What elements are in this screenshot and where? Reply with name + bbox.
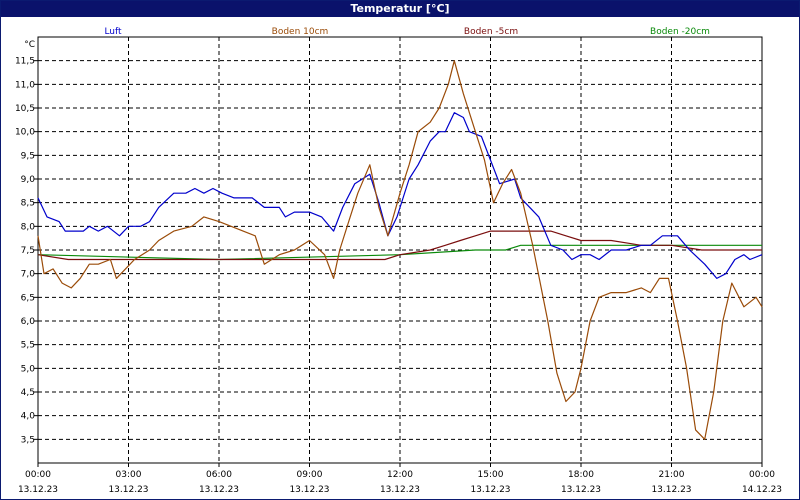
- x-tick-time-label: 12:00: [387, 470, 413, 480]
- y-tick-label: 8,5: [21, 199, 35, 209]
- y-tick-label: 11,0: [15, 80, 35, 90]
- x-tick-date-label: 13.12.23: [380, 485, 420, 495]
- x-tick-date-label: 13.12.23: [199, 485, 239, 495]
- series-line: [37, 230, 762, 261]
- x-tick-date-label: 13.12.23: [470, 485, 510, 495]
- x-tick-time-label: 18:00: [568, 470, 594, 480]
- y-tick-label: 10,5: [15, 104, 35, 114]
- y-tick-label: 5,0: [21, 364, 36, 374]
- x-tick-time-label: 21:00: [659, 470, 685, 480]
- y-tick-label: 7,5: [21, 246, 35, 256]
- y-tick-label: 5,5: [21, 341, 35, 351]
- x-tick-time-label: 09:00: [297, 470, 323, 480]
- y-tick-label: 7,0: [21, 270, 36, 280]
- x-tick-date-label: 13.12.23: [651, 485, 691, 495]
- y-tick-label: 10,0: [15, 128, 35, 138]
- y-tick-label: 6,0: [21, 317, 36, 327]
- legend-entry: Luft: [104, 27, 122, 37]
- y-tick-label: 4,5: [21, 388, 35, 398]
- x-tick-time-label: 03:00: [116, 470, 142, 480]
- y-tick-label: 6,5: [21, 293, 35, 303]
- y-tick-label: 9,0: [21, 175, 36, 185]
- y-tick-label: 9,5: [21, 151, 35, 161]
- x-tick-time-label: 00:00: [25, 470, 51, 480]
- x-tick-date-label: 14.12.23: [742, 485, 782, 495]
- series-line: [37, 244, 762, 261]
- y-axis-unit-label: °C: [24, 40, 35, 50]
- legend-entry: Boden -5cm: [464, 27, 518, 37]
- x-tick-date-label: 13.12.23: [289, 485, 329, 495]
- x-tick-date-label: 13.12.23: [561, 485, 601, 495]
- y-tick-label: 4,0: [21, 412, 36, 422]
- x-tick-time-label: 15:00: [478, 470, 504, 480]
- y-tick-label: 8,0: [21, 222, 36, 232]
- legend-entry: Boden -20cm: [650, 27, 710, 37]
- y-tick-label: 11,5: [15, 57, 35, 67]
- chart-title: Temperatur [°C]: [1, 1, 799, 17]
- series-line: [37, 60, 763, 440]
- x-tick-time-label: 00:00: [749, 470, 775, 480]
- legend-entry: Boden 10cm: [272, 27, 329, 37]
- x-tick-date-label: 13.12.23: [108, 485, 148, 495]
- x-tick-time-label: 06:00: [206, 470, 232, 480]
- x-tick-date-label: 13.12.23: [18, 485, 58, 495]
- y-tick-label: 3,5: [21, 435, 35, 445]
- series-line: [37, 112, 763, 279]
